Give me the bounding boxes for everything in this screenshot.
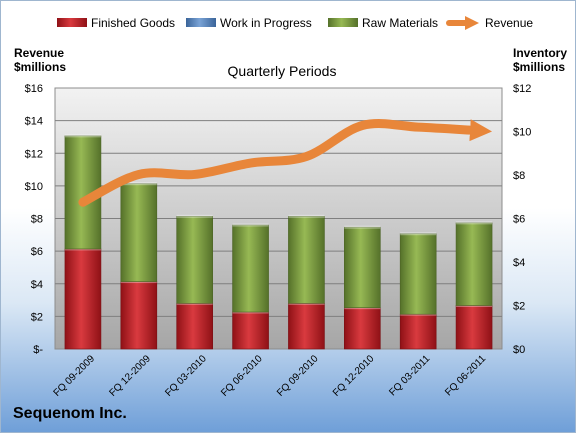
right-tick-label: $2: [513, 301, 525, 313]
left-tick-label: $8: [31, 214, 43, 226]
bar-raw-materials: [399, 233, 437, 315]
chart-svg: Finished Goods Work in Progress Raw Mate…: [14, 16, 567, 399]
left-tick-label: $12: [25, 148, 43, 160]
x-tick-label: FQ 09-2009: [52, 353, 98, 399]
left-tick-label: $-: [33, 344, 43, 356]
bar-raw-materials: [232, 224, 269, 313]
chart-title: Quarterly Periods: [228, 63, 337, 79]
bar-top-highlight: [64, 134, 101, 138]
bar-raw-materials: [455, 222, 493, 306]
bar-top-highlight: [400, 232, 437, 236]
bar-top-highlight: [176, 214, 213, 218]
x-tick-label: FQ 09-2010: [275, 353, 321, 399]
legend-swatch-finished-goods: [57, 18, 87, 27]
legend-swatch-raw-materials: [328, 18, 358, 27]
bar-finished-goods: [176, 303, 213, 350]
bar-top-highlight: [344, 225, 381, 229]
x-tick-label: FQ 12-2009: [107, 353, 153, 399]
bar-finished-goods: [455, 305, 493, 350]
left-tick-label: $4: [31, 279, 43, 291]
company-name: Sequenom Inc.: [13, 405, 127, 422]
bar-top-highlight: [120, 182, 157, 186]
x-tick-label: FQ 06-2010: [219, 353, 265, 399]
x-tick-label: FQ 12-2010: [331, 353, 377, 399]
bar-top-highlight: [456, 221, 493, 225]
left-tick-label: $10: [25, 181, 43, 193]
left-axis-title-line2: $millions: [14, 60, 66, 74]
bar-raw-materials: [120, 183, 158, 282]
legend-label-raw-materials: Raw Materials: [362, 16, 438, 30]
legend-label-finished-goods: Finished Goods: [91, 16, 175, 30]
legend: Finished Goods Work in Progress Raw Mate…: [57, 16, 533, 30]
bar-raw-materials: [344, 226, 381, 308]
left-tick-label: $14: [25, 116, 43, 128]
x-tick-label: FQ 03-2010: [163, 353, 209, 399]
x-tick-label: FQ 03-2011: [387, 353, 432, 398]
bar-raw-materials: [288, 216, 325, 304]
line-revenue: [78, 119, 493, 207]
bar-top-highlight: [232, 223, 269, 227]
bar-top-highlight: [288, 214, 325, 218]
bar-finished-goods: [288, 303, 325, 350]
right-tick-label: $6: [513, 214, 525, 226]
right-tick-label: $4: [513, 257, 525, 269]
bar-finished-goods: [344, 307, 381, 350]
right-tick-label: $0: [513, 344, 525, 356]
left-tick-label: $6: [31, 246, 43, 258]
x-tick-label: FQ 06-2011: [443, 353, 488, 398]
right-axis-title-line1: Inventory: [513, 46, 567, 60]
bar-raw-materials: [176, 216, 213, 304]
left-axis-title-line1: Revenue: [14, 46, 64, 60]
right-axis-title-line2: $millions: [513, 60, 565, 74]
bar-finished-goods: [399, 313, 437, 350]
legend-label-work-in-progress: Work in Progress: [220, 16, 312, 30]
right-tick-label: $12: [513, 83, 531, 95]
left-tick-label: $2: [31, 311, 43, 323]
left-tick-label: $16: [25, 83, 43, 95]
bar-finished-goods: [120, 281, 158, 350]
right-tick-label: $10: [513, 127, 531, 139]
legend-label-revenue: Revenue: [485, 16, 533, 30]
legend-swatch-work-in-progress: [186, 18, 216, 27]
right-tick-label: $8: [513, 170, 525, 182]
bar-finished-goods: [64, 248, 102, 350]
bar-finished-goods: [232, 311, 269, 350]
